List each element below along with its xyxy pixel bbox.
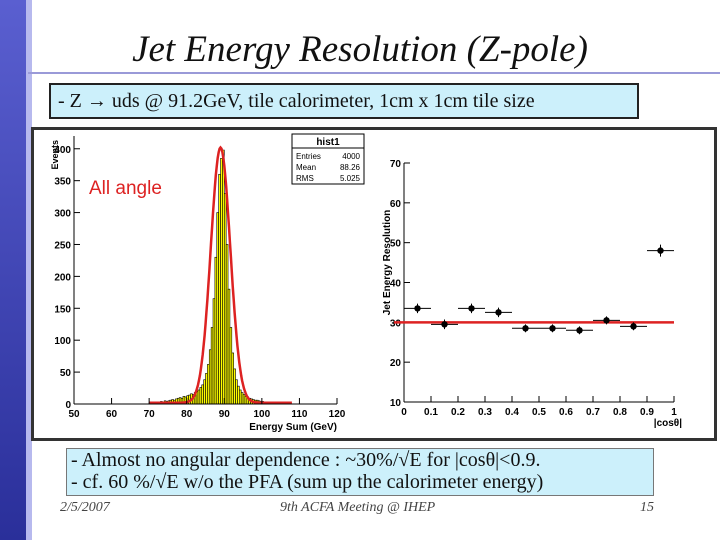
resolution-y-axis-label: Jet Energy Resolution	[382, 210, 393, 316]
footer-event: 9th ACFA Meeting @ IHEP	[280, 500, 436, 515]
histogram-y-axis-label: Events	[50, 140, 60, 170]
histogram-y-tick-label: 200	[54, 272, 71, 283]
resolution-x-tick-label: 0.7	[586, 407, 600, 418]
footer-date: 2/5/2007	[60, 500, 110, 515]
resolution-point	[630, 323, 637, 330]
note-line-1: - Almost no angular dependence : ~30%/√E…	[71, 449, 541, 471]
resolution-y-tick-label: 10	[390, 398, 402, 409]
resolution-point	[441, 321, 448, 328]
resolution-y-tick-label: 70	[390, 159, 402, 170]
accent-bar	[0, 0, 26, 540]
resolution-x-tick-label: 0.8	[613, 407, 627, 418]
histogram-x-axis-label: Energy Sum (GeV)	[249, 422, 337, 433]
resolution-x-tick-label: 0.9	[640, 407, 654, 418]
resolution-y-tick-label: 30	[390, 318, 402, 329]
histogram-x-tick-label: 90	[219, 409, 231, 420]
histogram-x-tick-label: 80	[181, 409, 193, 420]
histogram-x-tick-label: 50	[68, 409, 80, 420]
histogram-x-tick-label: 70	[144, 409, 156, 420]
resolution-x-axis-label: |cosθ|	[654, 418, 682, 429]
resolution-x-tick-label: 0.1	[424, 407, 438, 418]
resolution-y-tick-label: 60	[390, 199, 402, 210]
slide-title: Jet Energy Resolution (Z-pole)	[132, 29, 588, 70]
histogram-y-tick-label: 0	[65, 400, 71, 411]
resolution-y-tick-label: 40	[390, 279, 402, 290]
stats-box-label: Mean	[296, 163, 316, 172]
plots-panel: 50 60 70 80 90 100 110 120 0 50 100 150 200 250 300 350…	[31, 127, 717, 441]
stats-box-value: 4000	[342, 152, 360, 161]
histogram-y-tick-label: 400	[54, 145, 71, 156]
resolution-y-tick-label: 20	[390, 358, 402, 369]
histogram-y-tick-label: 100	[54, 336, 71, 347]
gaussian-fit-curve	[149, 145, 292, 404]
footer-page: 15	[640, 500, 654, 515]
resolution-x-tick-label: 0.2	[451, 407, 465, 418]
resolution-x-tick-label: 0.5	[532, 407, 546, 418]
stats-box-title: hist1	[316, 137, 340, 148]
stats-box-value: 5.025	[340, 174, 361, 183]
resolution-x-tick-label: 0	[401, 407, 407, 418]
histogram-x-tick-label: 60	[106, 409, 118, 420]
resolution-point	[522, 325, 529, 332]
histogram-x-tick-label: 120	[329, 409, 346, 420]
histogram-y-tick-label: 350	[54, 177, 71, 188]
histogram-y-tick-label: 50	[60, 368, 72, 379]
stats-box-label: RMS	[296, 174, 314, 183]
histogram-y-tick-label: 250	[54, 240, 71, 251]
resolution-x-tick-label: 0.4	[505, 407, 519, 418]
resolution-point	[603, 317, 610, 324]
plots-svg: 50 60 70 80 90 100 110 120050100150200250300350…	[36, 132, 712, 436]
histogram-x-tick-label: 110	[291, 409, 308, 420]
histogram-annotation: All angle	[89, 178, 162, 199]
subtitle-box: - Z → uds @ 91.2GeV, tile calorimeter, 1…	[49, 83, 639, 119]
title-rule	[28, 72, 720, 74]
resolution-point	[549, 325, 556, 332]
resolution-panel	[376, 132, 712, 436]
stats-box	[291, 133, 365, 185]
resolution-x-tick-label: 0.6	[559, 407, 573, 418]
resolution-point	[495, 309, 502, 316]
resolution-x-tick-label: 1	[671, 407, 677, 418]
accent-bar-light	[26, 0, 32, 540]
histogram-x-tick-label: 100	[254, 409, 271, 420]
resolution-point	[576, 327, 583, 334]
resolution-y-tick-label: 50	[390, 239, 402, 250]
histogram-y-tick-label: 300	[54, 209, 71, 220]
notes-box: - Almost no angular dependence : ~30%/√E…	[66, 448, 654, 496]
stats-box-value: 88.26	[340, 163, 361, 172]
note-line-2: - cf. 60 %/√E w/o the PFA (sum up the ca…	[71, 471, 544, 493]
resolution-point	[657, 247, 664, 254]
resolution-point	[468, 305, 475, 312]
resolution-x-tick-label: 0.3	[478, 407, 492, 418]
stats-box-label: Entries	[296, 152, 321, 161]
histogram-y-tick-label: 150	[54, 304, 71, 315]
resolution-point	[414, 305, 421, 312]
